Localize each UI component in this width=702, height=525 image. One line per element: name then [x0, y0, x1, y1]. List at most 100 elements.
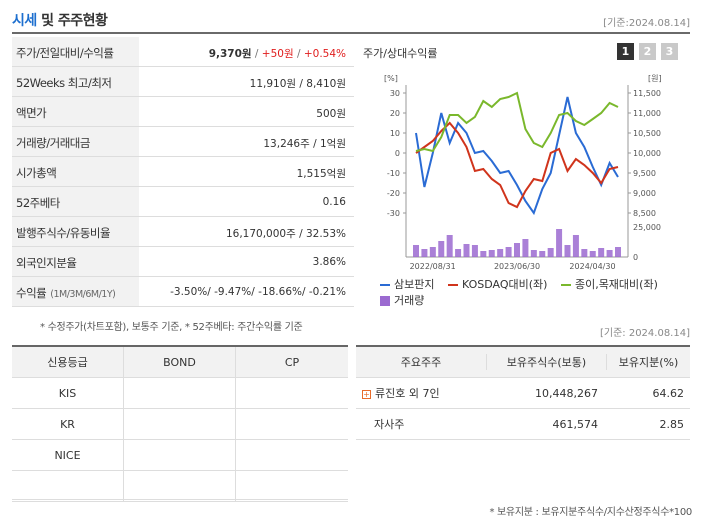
credit-col-cp: CP	[284, 355, 300, 369]
volume-bar	[446, 235, 453, 257]
chart-tab-2[interactable]: 2	[639, 43, 656, 60]
cp-rating	[236, 378, 348, 408]
cp-rating	[236, 409, 348, 439]
info-label: 52Weeks 최고/최저	[12, 67, 139, 96]
col-ownership-pct: 보유지분(%)	[606, 354, 690, 370]
info-value: 0.16	[322, 196, 346, 208]
info-row: 발행주식수/유동비율 16,170,000주 / 32.53%	[12, 217, 354, 247]
y-left-tick-label: -20	[387, 189, 400, 198]
price-value-change: +50원	[261, 48, 294, 60]
section-header: 시세 및 주주현황 [기준:2024.08.14]	[12, 8, 690, 34]
volume-bar	[488, 250, 495, 257]
info-value: 13,246주 / 1억원	[263, 138, 346, 150]
y-left-tick-label: 30	[390, 89, 400, 98]
legend-item-kosdaq[interactable]: KOSDAQ대비(좌)	[447, 277, 548, 293]
credit-col-bond: BOND	[124, 347, 236, 377]
info-label: 액면가	[12, 97, 139, 126]
chart-tabs: 1 2 3	[617, 43, 678, 60]
info-label: 거래량/거래대금	[12, 127, 139, 156]
x-tick-label: 2022/08/31	[410, 262, 456, 271]
right-axis-unit: [원]	[648, 74, 662, 83]
bond-rating	[124, 471, 236, 501]
legend-label: 삼보판지	[394, 278, 435, 291]
volume-bar	[564, 245, 571, 257]
legend-label: 거래량	[394, 294, 425, 307]
volume-tick-label: 0	[633, 253, 638, 262]
cp-rating	[236, 471, 348, 501]
x-tick-label: 2024/04/30	[569, 262, 615, 271]
shareholder-header-row: 주요주주 보유주식수(보통) 보유지분(%)	[356, 347, 690, 378]
volume-bar	[497, 249, 504, 257]
info-row: 시가총액 1,515억원	[12, 157, 354, 187]
y-left-tick-label: -30	[387, 209, 400, 218]
legend-label: KOSDAQ대비(좌)	[461, 278, 548, 291]
credit-agency: NICE	[12, 440, 124, 470]
chart-tab-3[interactable]: 3	[661, 43, 678, 60]
chart-tab-1[interactable]: 1	[617, 43, 634, 60]
volume-bar	[505, 247, 512, 257]
volume-bar	[598, 248, 605, 257]
shareholder-name[interactable]: 류진호 외 7인	[375, 387, 440, 400]
volume-bar	[556, 229, 563, 257]
credit-agency: KR	[12, 409, 124, 439]
volume-bar	[514, 243, 520, 257]
ownership-pct: 64.62	[652, 386, 685, 400]
shareholder-name: 자사주	[374, 418, 405, 431]
volume-bar	[606, 250, 613, 257]
chart-legend: 삼보판지 KOSDAQ대비(좌) 종이,목재대비(좌) 거래량	[380, 277, 680, 309]
legend-swatch-blue	[380, 284, 390, 286]
legend-item-samboboard[interactable]: 삼보판지	[380, 277, 434, 293]
title-highlight: 시세	[12, 13, 37, 29]
volume-bar	[522, 239, 529, 257]
y-right-tick-label: 9,000	[633, 189, 656, 198]
price-sep1: /	[251, 48, 262, 60]
legend-swatch-red	[447, 284, 458, 286]
title-rest: 및 주주현황	[36, 13, 108, 29]
volume-bar	[572, 235, 579, 257]
ownership-pct: 2.85	[659, 417, 685, 431]
shares-held: 10,448,267	[535, 386, 598, 400]
info-label: 52주베타	[12, 187, 139, 216]
volume-bar	[413, 245, 419, 257]
legend-swatch-green	[560, 284, 571, 286]
y-right-tick-label: 11,000	[633, 109, 661, 118]
shares-held: 461,574	[552, 417, 599, 431]
volume-bar	[539, 251, 546, 257]
series-line-3	[415, 91, 619, 153]
info-row: 액면가 500원	[12, 97, 354, 127]
table-row: 자사주 461,574 2.85	[356, 409, 690, 440]
price-sep2: /	[293, 48, 304, 60]
table-row: + 류진호 외 7인 10,448,267 64.62	[356, 378, 690, 409]
info-label-cell: 수익률 (1M/3M/6M/1Y)	[12, 277, 139, 306]
info-label: 외국인지분율	[12, 247, 139, 276]
legend-label: 종이,목재대비(좌)	[574, 278, 658, 291]
credit-rating-table: 신용등급 BOND CP KIS KR NICE	[12, 345, 348, 502]
x-tick-label: 2023/06/30	[494, 262, 540, 271]
table-row: KR	[12, 409, 348, 440]
series-line-2	[415, 121, 619, 209]
legend-item-paper[interactable]: 종이,목재대비(좌)	[560, 277, 658, 293]
y-left-tick-label: 20	[390, 109, 400, 118]
cp-rating	[236, 440, 348, 470]
volume-bar	[547, 248, 554, 257]
volume-bar	[455, 249, 462, 257]
table-row: NICE	[12, 440, 348, 471]
credit-col-grade: 신용등급	[12, 347, 124, 377]
col-shares-held: 보유주식수(보통)	[486, 354, 606, 370]
bond-rating	[124, 378, 236, 408]
legend-item-volume[interactable]: 거래량	[380, 293, 424, 309]
table-row: KIS	[12, 378, 348, 409]
shareholder-name-cell: + 류진호 외 7인	[356, 385, 486, 401]
y-right-tick-label: 9,500	[633, 169, 656, 178]
volume-bar	[480, 251, 487, 257]
volume-bar	[615, 247, 621, 257]
volume-bar	[429, 247, 436, 257]
volume-bar	[581, 249, 588, 257]
credit-table-bottom-rule	[12, 499, 348, 500]
chart-title: 주가/상대수익률	[363, 47, 438, 60]
bond-rating	[124, 409, 236, 439]
y-right-tick-label: 10,000	[633, 149, 661, 158]
info-value: 11,910원 / 8,410원	[249, 78, 346, 90]
expand-plus-icon[interactable]: +	[362, 389, 371, 399]
info-row: 거래량/거래대금 13,246주 / 1억원	[12, 127, 354, 157]
